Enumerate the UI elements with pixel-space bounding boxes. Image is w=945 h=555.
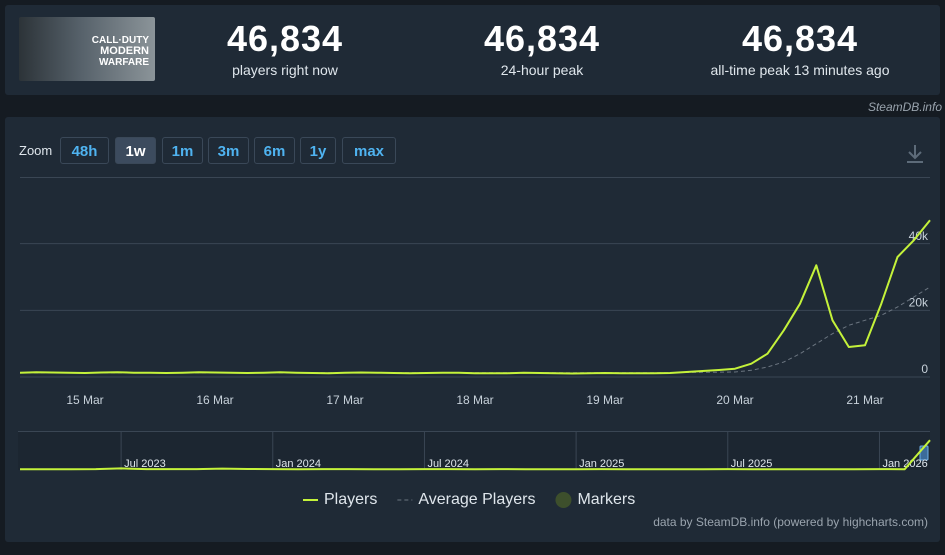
logo-text: CALL·DUTY <box>91 35 149 46</box>
navigator-line <box>20 439 931 471</box>
stat-label: all-time peak 13 minutes ago <box>710 62 890 78</box>
game-logo: CALL·DUTY MODERN WARFARE <box>19 17 155 81</box>
stat-value: 46,834 <box>741 18 859 59</box>
stat: 46,834 24-hour peak <box>412 18 672 78</box>
navigator-label: Jul 2025 <box>731 458 773 470</box>
zoom-button[interactable]: 1m <box>162 137 203 164</box>
source: SteamDB.info <box>867 100 942 114</box>
stat-value: 46,834 <box>483 18 601 59</box>
stats-panel <box>5 5 940 95</box>
stat-label: 24-hour peak <box>500 62 584 78</box>
zoom-button[interactable]: 1y <box>300 137 336 164</box>
zoom-label: Zoom <box>19 143 53 158</box>
download-icon[interactable] <box>907 145 923 163</box>
logo-text: MODERN <box>100 45 149 57</box>
series-line <box>19 219 931 375</box>
y-tick-label: 20k <box>909 296 929 310</box>
stat-label: players right now <box>232 62 338 78</box>
navigator-label: Jan 2024 <box>276 458 321 470</box>
x-tick-label: 18 Mar <box>456 393 493 407</box>
legend-label: Markers <box>577 491 635 508</box>
x-tick-label: 17 Mar <box>326 393 363 407</box>
stat: 46,834 players right now <box>155 18 415 78</box>
zoom-button[interactable]: 3m <box>208 137 249 164</box>
y-tick-label: 0 <box>921 362 928 376</box>
stat-value: 46,834 <box>226 18 344 59</box>
x-tick-label: 16 Mar <box>196 393 233 407</box>
navigator-label: Jul 2024 <box>427 458 469 470</box>
zoom-button[interactable]: 6m <box>254 137 295 164</box>
x-tick-label: 15 Mar <box>66 393 103 407</box>
legend-label: Average Players <box>418 491 535 508</box>
legend-swatch <box>555 492 572 508</box>
credits: data by SteamDB.info (powered by highcha… <box>653 515 928 529</box>
series-line <box>20 286 931 374</box>
zoom-button[interactable]: max <box>342 137 396 164</box>
navigator-label: Jul 2023 <box>124 458 166 470</box>
stat: 46,834 all-time peak 13 minutes ago <box>670 18 930 78</box>
x-tick-label: 21 Mar <box>846 393 883 407</box>
y-tick-label: 40k <box>909 229 929 243</box>
navigator-label: Jan 2026 <box>882 458 927 470</box>
x-tick-label: 19 Mar <box>586 393 623 407</box>
zoom-button[interactable]: 48h <box>60 137 109 164</box>
x-tick-label: 20 Mar <box>716 393 753 407</box>
logo-text: WARFARE <box>99 57 149 68</box>
navigator-label: Jan 2025 <box>579 458 624 470</box>
zoom-button[interactable]: 1w <box>115 137 156 164</box>
legend-label: Players <box>324 491 377 508</box>
navigator-bg <box>18 432 930 470</box>
